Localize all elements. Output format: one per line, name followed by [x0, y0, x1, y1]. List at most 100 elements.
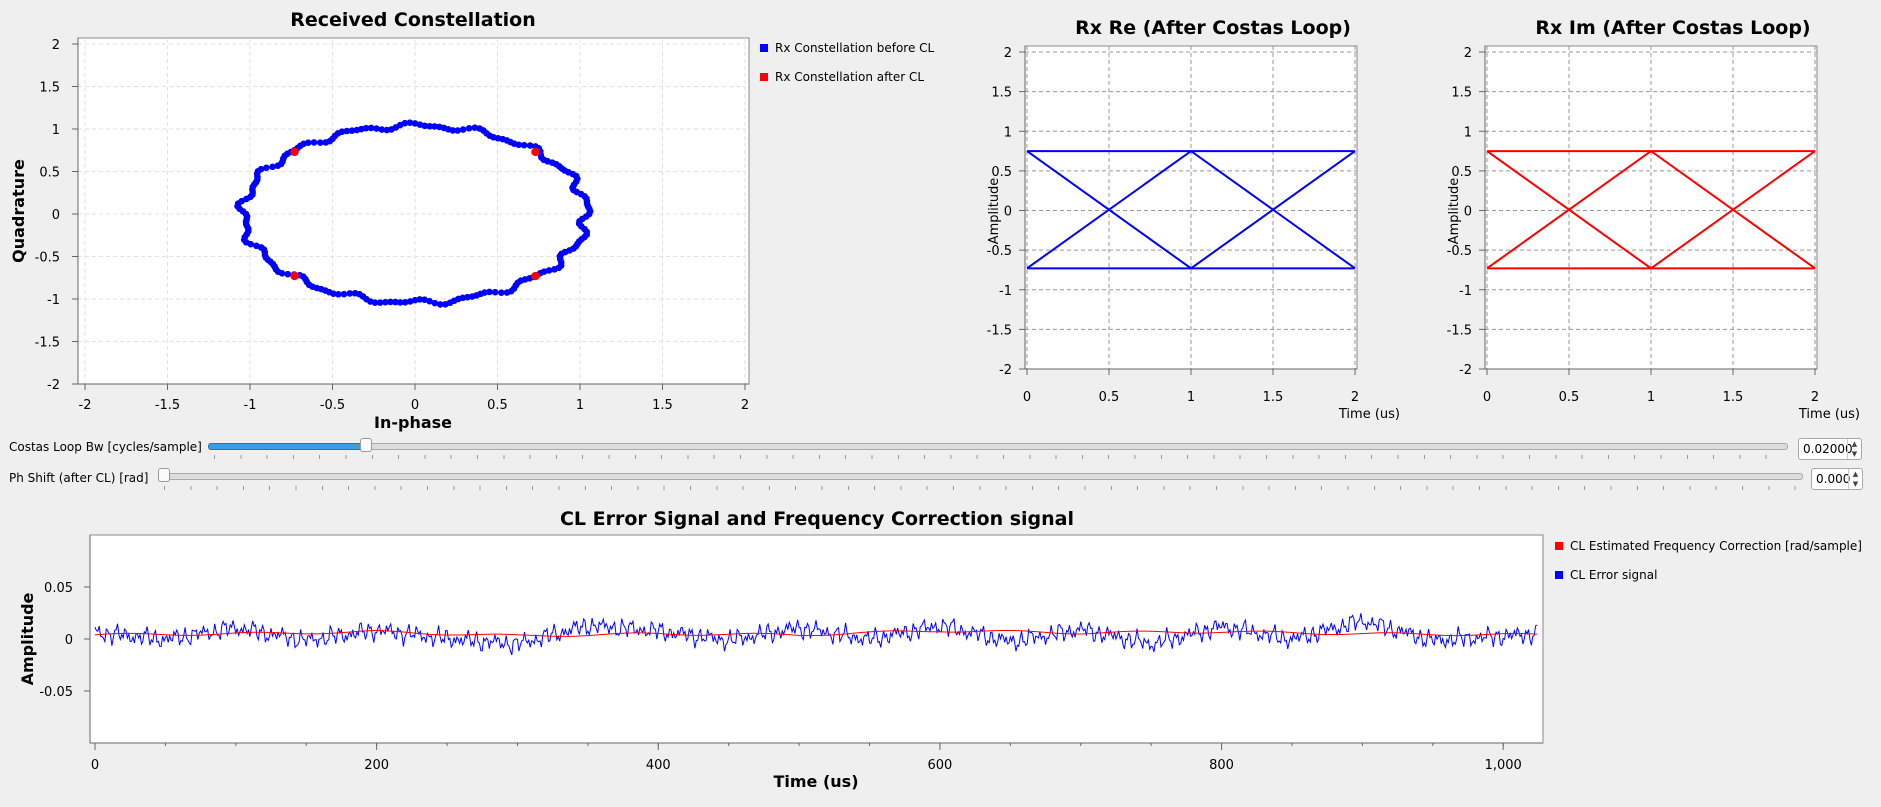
legend-item-before-cl[interactable]: Rx Constellation before CL — [760, 39, 934, 57]
constellation-point-before-cl — [436, 301, 444, 308]
costas-bw-control: Costas Loop Bw [cycles/sample] 0.02000 ▲… — [0, 434, 1881, 462]
x-tick-label: 1 — [576, 398, 584, 413]
x-axis-label: In-phase — [374, 413, 452, 432]
constellation-point-before-cl — [498, 289, 505, 297]
costas-bw-spinbox[interactable]: 0.02000 ▲ ▼ — [1798, 438, 1862, 460]
y-axis-label: Quadrature — [9, 159, 28, 263]
spin-buttons: ▲ ▼ — [1847, 439, 1861, 459]
constellation-point-before-cl — [545, 267, 553, 274]
axes: 0 0.5 1 1.5 2 2 1.5 1 0.5 0 -0.5 -1 -1.5 -2 — [1447, 46, 1819, 405]
legend-swatch — [760, 44, 768, 52]
legend-label: CL Estimated Frequency Correction [rad/s… — [1570, 539, 1862, 553]
x-tick-label: 1.5 — [1723, 390, 1744, 405]
constellation-point-before-cl — [396, 299, 404, 306]
x-tick-label: 0 — [1483, 390, 1491, 405]
constellation-point-before-cl — [476, 125, 483, 132]
x-tick-label: 800 — [1209, 758, 1234, 773]
plot-area — [77, 37, 750, 385]
ph-shift-spinbox[interactable]: 0.000 ▲ ▼ — [1811, 468, 1863, 490]
constellation-chart[interactable]: Received Constellation -2 -1.5 -1 -0.5 0 0.5 1… — [0, 0, 960, 435]
constellation-point-before-cl — [278, 270, 286, 277]
x-tick-label: 0 — [411, 398, 419, 413]
plot-area — [89, 534, 1544, 744]
constellation-point-before-cl — [411, 120, 419, 127]
rx-re-chart[interactable]: Rx Re (After Costas Loop) 0 0.5 1 1.5 2 2 1.5 1… — [955, 0, 1415, 435]
y-tick-label: 1.5 — [991, 86, 1012, 101]
y-tick-label: 0 — [65, 633, 73, 648]
spin-up-icon[interactable]: ▲ — [1852, 470, 1859, 478]
constellation-point-after-cl — [290, 271, 299, 281]
y-tick-label: 0.5 — [991, 165, 1012, 180]
legend-label: Rx Constellation before CL — [775, 41, 935, 55]
spin-down-icon[interactable]: ▼ — [1851, 450, 1858, 458]
y-tick-label: 0 — [1004, 205, 1012, 220]
y-tick-label: -0.05 — [39, 685, 73, 700]
x-axis-label: Time (us) — [1798, 407, 1860, 422]
y-tick-label: 2 — [52, 38, 60, 53]
constellation-legend: Rx Constellation before CL Rx Constellat… — [760, 39, 934, 97]
constellation-panel: Received Constellation -2 -1.5 -1 -0.5 0 0.5 1… — [0, 0, 960, 435]
grid — [1485, 46, 1817, 370]
legend-item-after-cl[interactable]: Rx Constellation after CL — [760, 68, 934, 86]
legend-item-freq-correction[interactable]: CL Estimated Frequency Correction [rad/s… — [1555, 537, 1862, 555]
y-tick-label: 1 — [1464, 125, 1472, 140]
spin-up-icon[interactable]: ▲ — [1851, 440, 1858, 448]
rx-re-panel: Rx Re (After Costas Loop) 0 0.5 1 1.5 2 2 1.5 1… — [955, 0, 1415, 435]
constellation-point-before-cl — [269, 163, 276, 171]
costas-bw-label: Costas Loop Bw [cycles/sample] — [9, 440, 202, 454]
ph-shift-control: Ph Shift (after CL) [rad] 0.000 ▲ ▼ — [0, 465, 1881, 493]
y-tick-label: 1.5 — [39, 81, 60, 96]
y-tick-label: -1 — [47, 293, 60, 308]
data-lines — [1026, 149, 1356, 270]
frequency-correction-line — [94, 629, 1538, 637]
constellation-point-before-cl — [406, 119, 414, 126]
x-tick-label: 1 — [1187, 390, 1195, 405]
constellation-point-before-cl — [316, 139, 324, 146]
costas-bw-slider-track[interactable] — [208, 443, 1788, 450]
x-axis-label: Time (us) — [773, 772, 858, 791]
ph-shift-slider-handle[interactable] — [158, 468, 170, 482]
constellation-point-before-cl — [401, 299, 409, 306]
y-axis-label: Amplitude — [1447, 178, 1462, 245]
y-tick-label: -0.5 — [1447, 244, 1472, 259]
constellation-point-before-cl — [426, 122, 433, 130]
constellation-point-before-cl — [346, 290, 354, 297]
ph-shift-value[interactable]: 0.000 — [1816, 472, 1851, 486]
x-tick-label: -1.5 — [155, 398, 180, 413]
x-tick-label: 0.5 — [1099, 390, 1120, 405]
constellation-point-before-cl — [382, 298, 389, 306]
constellation-point-before-cl — [416, 296, 424, 303]
axes: 0 200 400 600 800 1,000 0.05 0 -0.05 — [39, 535, 1543, 773]
y-tick-label: -1.5 — [1447, 323, 1472, 338]
error-signal-line — [94, 613, 1538, 656]
chart-title: CL Error Signal and Frequency Correction… — [560, 508, 1074, 530]
constellation-point-before-cl — [376, 299, 384, 306]
x-tick-label: 1,000 — [1485, 758, 1522, 773]
legend-item-error-signal[interactable]: CL Error signal — [1555, 566, 1862, 584]
constellation-point-before-cl — [465, 125, 473, 132]
error-signal-chart[interactable]: CL Error Signal and Frequency Correction… — [0, 500, 1560, 807]
constellation-point-before-cl — [330, 290, 337, 297]
x-axis-label: Time (us) — [1338, 407, 1400, 422]
constellation-point-before-cl — [373, 125, 380, 132]
x-tick-label: -0.5 — [320, 398, 345, 413]
x-tick-label: 0 — [1023, 390, 1031, 405]
constellation-point-before-cl — [454, 127, 461, 134]
constellation-point-before-cl — [471, 124, 479, 132]
x-tick-label: 2 — [1811, 390, 1819, 405]
costas-bw-slider-handle[interactable] — [359, 438, 372, 452]
data-lines — [1486, 149, 1816, 270]
ph-shift-label: Ph Shift (after CL) [rad] — [9, 471, 149, 485]
rx-im-chart[interactable]: Rx Im (After Costas Loop) 0 0.5 1 1.5 2 2 1.5 1… — [1415, 0, 1881, 435]
x-tick-label: 1 — [1647, 390, 1655, 405]
legend-label: CL Error signal — [1570, 568, 1658, 582]
ph-shift-slider-track[interactable] — [158, 473, 1803, 480]
constellation-point-before-cl — [284, 270, 292, 278]
spin-down-icon[interactable]: ▼ — [1852, 480, 1859, 488]
constellation-point-before-cl — [421, 296, 428, 304]
x-tick-label: 0.5 — [1559, 390, 1580, 405]
constellation-point-before-cl — [353, 126, 361, 134]
y-tick-label: -2 — [47, 378, 60, 393]
costas-bw-value[interactable]: 0.02000 — [1803, 442, 1853, 456]
constellation-point-before-cl — [263, 164, 270, 172]
